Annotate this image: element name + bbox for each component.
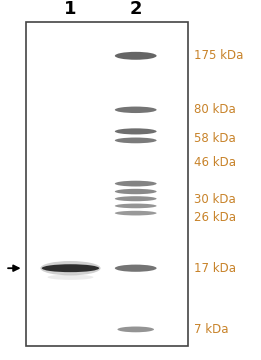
Text: 1: 1 [64, 0, 77, 18]
Ellipse shape [48, 274, 93, 280]
Text: 7 kDa: 7 kDa [194, 323, 229, 336]
Bar [26, 22, 188, 346]
Ellipse shape [115, 204, 157, 208]
Text: 80 kDa: 80 kDa [194, 103, 236, 116]
Ellipse shape [115, 129, 157, 134]
Ellipse shape [115, 211, 157, 215]
Ellipse shape [42, 264, 99, 272]
Ellipse shape [40, 261, 100, 275]
Text: 17 kDa: 17 kDa [194, 262, 236, 275]
Ellipse shape [115, 52, 157, 60]
Ellipse shape [117, 327, 154, 332]
Ellipse shape [115, 107, 157, 113]
Text: 26 kDa: 26 kDa [194, 211, 236, 224]
Ellipse shape [115, 181, 157, 186]
Text: 46 kDa: 46 kDa [194, 156, 236, 169]
Text: 30 kDa: 30 kDa [194, 193, 236, 206]
Ellipse shape [115, 138, 157, 143]
Ellipse shape [115, 196, 157, 201]
Ellipse shape [115, 189, 157, 194]
Ellipse shape [115, 265, 157, 272]
Text: 2: 2 [129, 0, 142, 18]
Text: 58 kDa: 58 kDa [194, 132, 236, 145]
Text: 175 kDa: 175 kDa [194, 49, 244, 62]
